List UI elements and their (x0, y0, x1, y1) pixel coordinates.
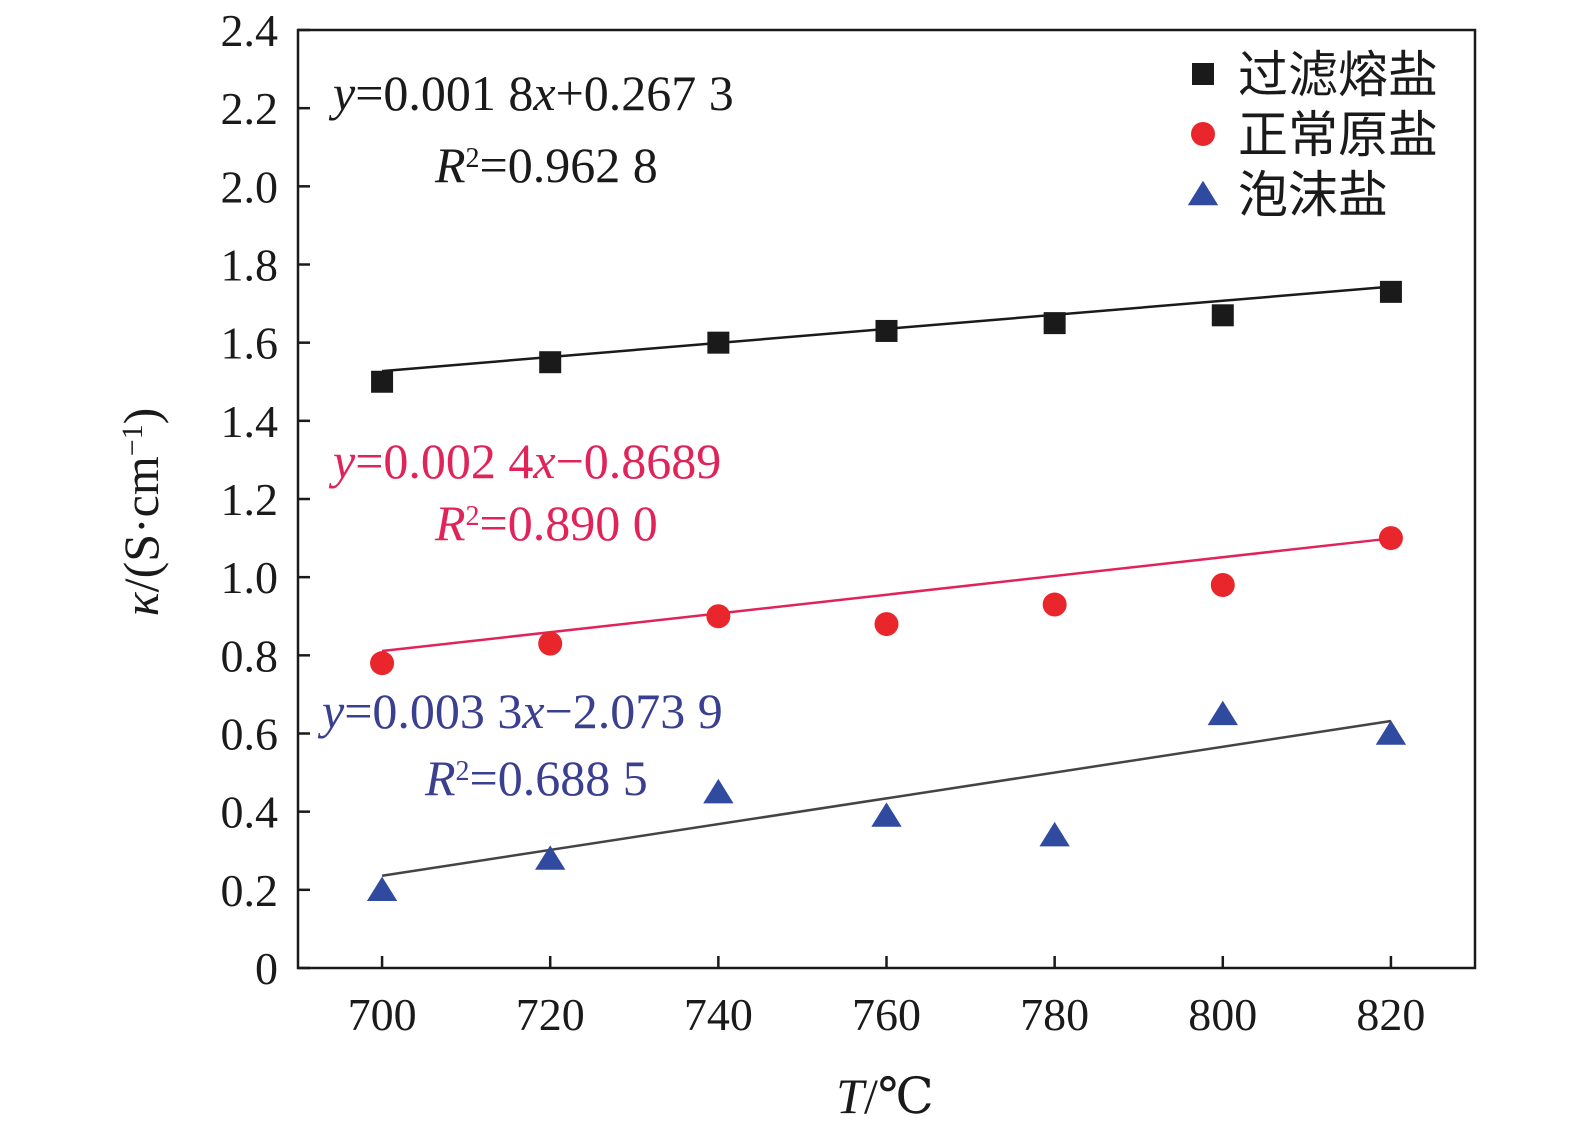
equation-independent-var: x (532, 433, 555, 489)
equation-slope: =0.002 4 (355, 433, 533, 489)
x-tick-label: 720 (516, 989, 585, 1040)
data-point-series-0 (371, 370, 394, 393)
data-point-series-0 (707, 331, 730, 354)
r-squared-value: =0.688 5 (470, 750, 648, 806)
fit-equation-series-2: y=0.003 3x−2.073 9 (317, 683, 723, 739)
x-axis: 700 720 740 760 780 800 820 (348, 956, 1425, 1040)
r-squared-symbol: R (434, 137, 466, 193)
r-squared-value: =0.890 0 (480, 495, 658, 551)
equation-dependent-var: y (328, 433, 356, 489)
x-tick-label: 780 (1020, 989, 1089, 1040)
data-point-series-1 (1042, 592, 1067, 617)
y-axis-unit: /(S·cm (113, 456, 169, 592)
y-tick-label: 1.8 (221, 240, 279, 291)
x-tick-label: 740 (684, 989, 753, 1040)
r-squared-symbol: R (424, 750, 456, 806)
x-axis-unit: /℃ (864, 1068, 934, 1124)
r-squared-value: =0.962 8 (480, 137, 658, 193)
equation-slope: =0.003 3 (344, 683, 522, 739)
legend-marker-series-2 (1187, 180, 1219, 206)
data-point-series-2 (1039, 821, 1070, 847)
y-tick-label: 0.4 (221, 787, 279, 838)
legend-marker-series-1 (1191, 122, 1215, 146)
x-tick-label: 760 (852, 989, 921, 1040)
y-axis: 0 0.2 0.4 0.6 0.8 1.0 1.2 1.4 1.6 1.8 2.0 2.2 2.4 (221, 5, 310, 994)
data-point-series-0 (875, 319, 898, 342)
equation-intercept: −2.073 9 (545, 683, 723, 739)
data-point-series-2 (535, 845, 566, 870)
equation-dependent-var: y (328, 65, 356, 121)
equation-dependent-var: y (317, 683, 345, 739)
r-squared-series-1: R2=0.890 0 (434, 495, 658, 551)
data-markers (366, 280, 1407, 902)
y-tick-label: 2.2 (221, 83, 279, 134)
equation-intercept: −0.8689 (556, 433, 722, 489)
r-squared-exponent: 2 (456, 756, 470, 787)
data-point-series-1 (1378, 526, 1403, 551)
x-tick-label: 700 (348, 989, 417, 1040)
y-tick-label: 0.6 (221, 709, 279, 760)
equation-independent-var: x (532, 65, 555, 121)
legend-label-series-0: 过滤熔盐 (1238, 46, 1438, 104)
data-point-series-0 (1043, 312, 1066, 335)
y-axis-variable: κ (113, 591, 169, 616)
y-axis-unit-close: ) (113, 408, 169, 425)
data-point-series-0 (539, 351, 562, 374)
x-tick-label: 820 (1356, 989, 1425, 1040)
fit-equation-series-1: y=0.002 4x−0.8689 (328, 433, 721, 489)
r-squared-exponent: 2 (466, 501, 480, 532)
y-tick-label: 1.0 (221, 552, 279, 603)
x-axis-title: T/℃ (836, 1068, 934, 1124)
data-point-series-1 (1210, 572, 1235, 597)
y-tick-label: 1.6 (221, 318, 279, 369)
y-tick-label: 0.2 (221, 865, 279, 916)
equation-intercept: +0.267 3 (556, 65, 734, 121)
data-point-series-1 (874, 612, 899, 637)
r-squared-series-2: R2=0.688 5 (424, 750, 648, 806)
data-point-series-0 (1211, 304, 1234, 327)
data-point-series-2 (1207, 700, 1238, 726)
y-tick-label: 1.4 (221, 396, 279, 447)
r-squared-series-0: R2=0.962 8 (434, 137, 658, 193)
fit-equation-series-0: y=0.001 8x+0.267 3 (328, 65, 734, 121)
y-tick-label: 0 (255, 943, 278, 994)
fit-equations: y=0.001 8x+0.267 3R2=0.962 8y=0.002 4x−0… (317, 65, 734, 806)
equation-slope: =0.001 8 (355, 65, 533, 121)
x-tick-label: 800 (1188, 989, 1257, 1040)
data-point-series-2 (703, 778, 734, 804)
data-point-series-0 (1379, 280, 1402, 303)
legend-marker-series-0 (1192, 63, 1214, 85)
r-squared-exponent: 2 (466, 143, 480, 174)
y-axis-unit-exponent: −1 (116, 424, 149, 456)
data-point-series-1 (370, 651, 395, 676)
data-point-series-2 (366, 876, 398, 902)
data-point-series-2 (871, 802, 902, 827)
y-tick-label: 1.2 (221, 474, 279, 525)
x-axis-variable: T (836, 1068, 867, 1124)
y-tick-label: 2.4 (221, 5, 279, 56)
equation-independent-var: x (521, 683, 544, 739)
y-tick-label: 2.0 (221, 161, 279, 212)
r-squared-symbol: R (434, 495, 466, 551)
legend-label-series-1: 正常原盐 (1238, 106, 1438, 164)
data-point-series-1 (538, 631, 563, 656)
y-tick-label: 0.8 (221, 630, 279, 681)
data-point-series-2 (1375, 720, 1407, 745)
data-point-series-1 (706, 604, 731, 629)
legend-label-series-2: 泡沫盐 (1238, 166, 1388, 224)
y-axis-title: κ/(S·cm−1) (113, 408, 169, 617)
